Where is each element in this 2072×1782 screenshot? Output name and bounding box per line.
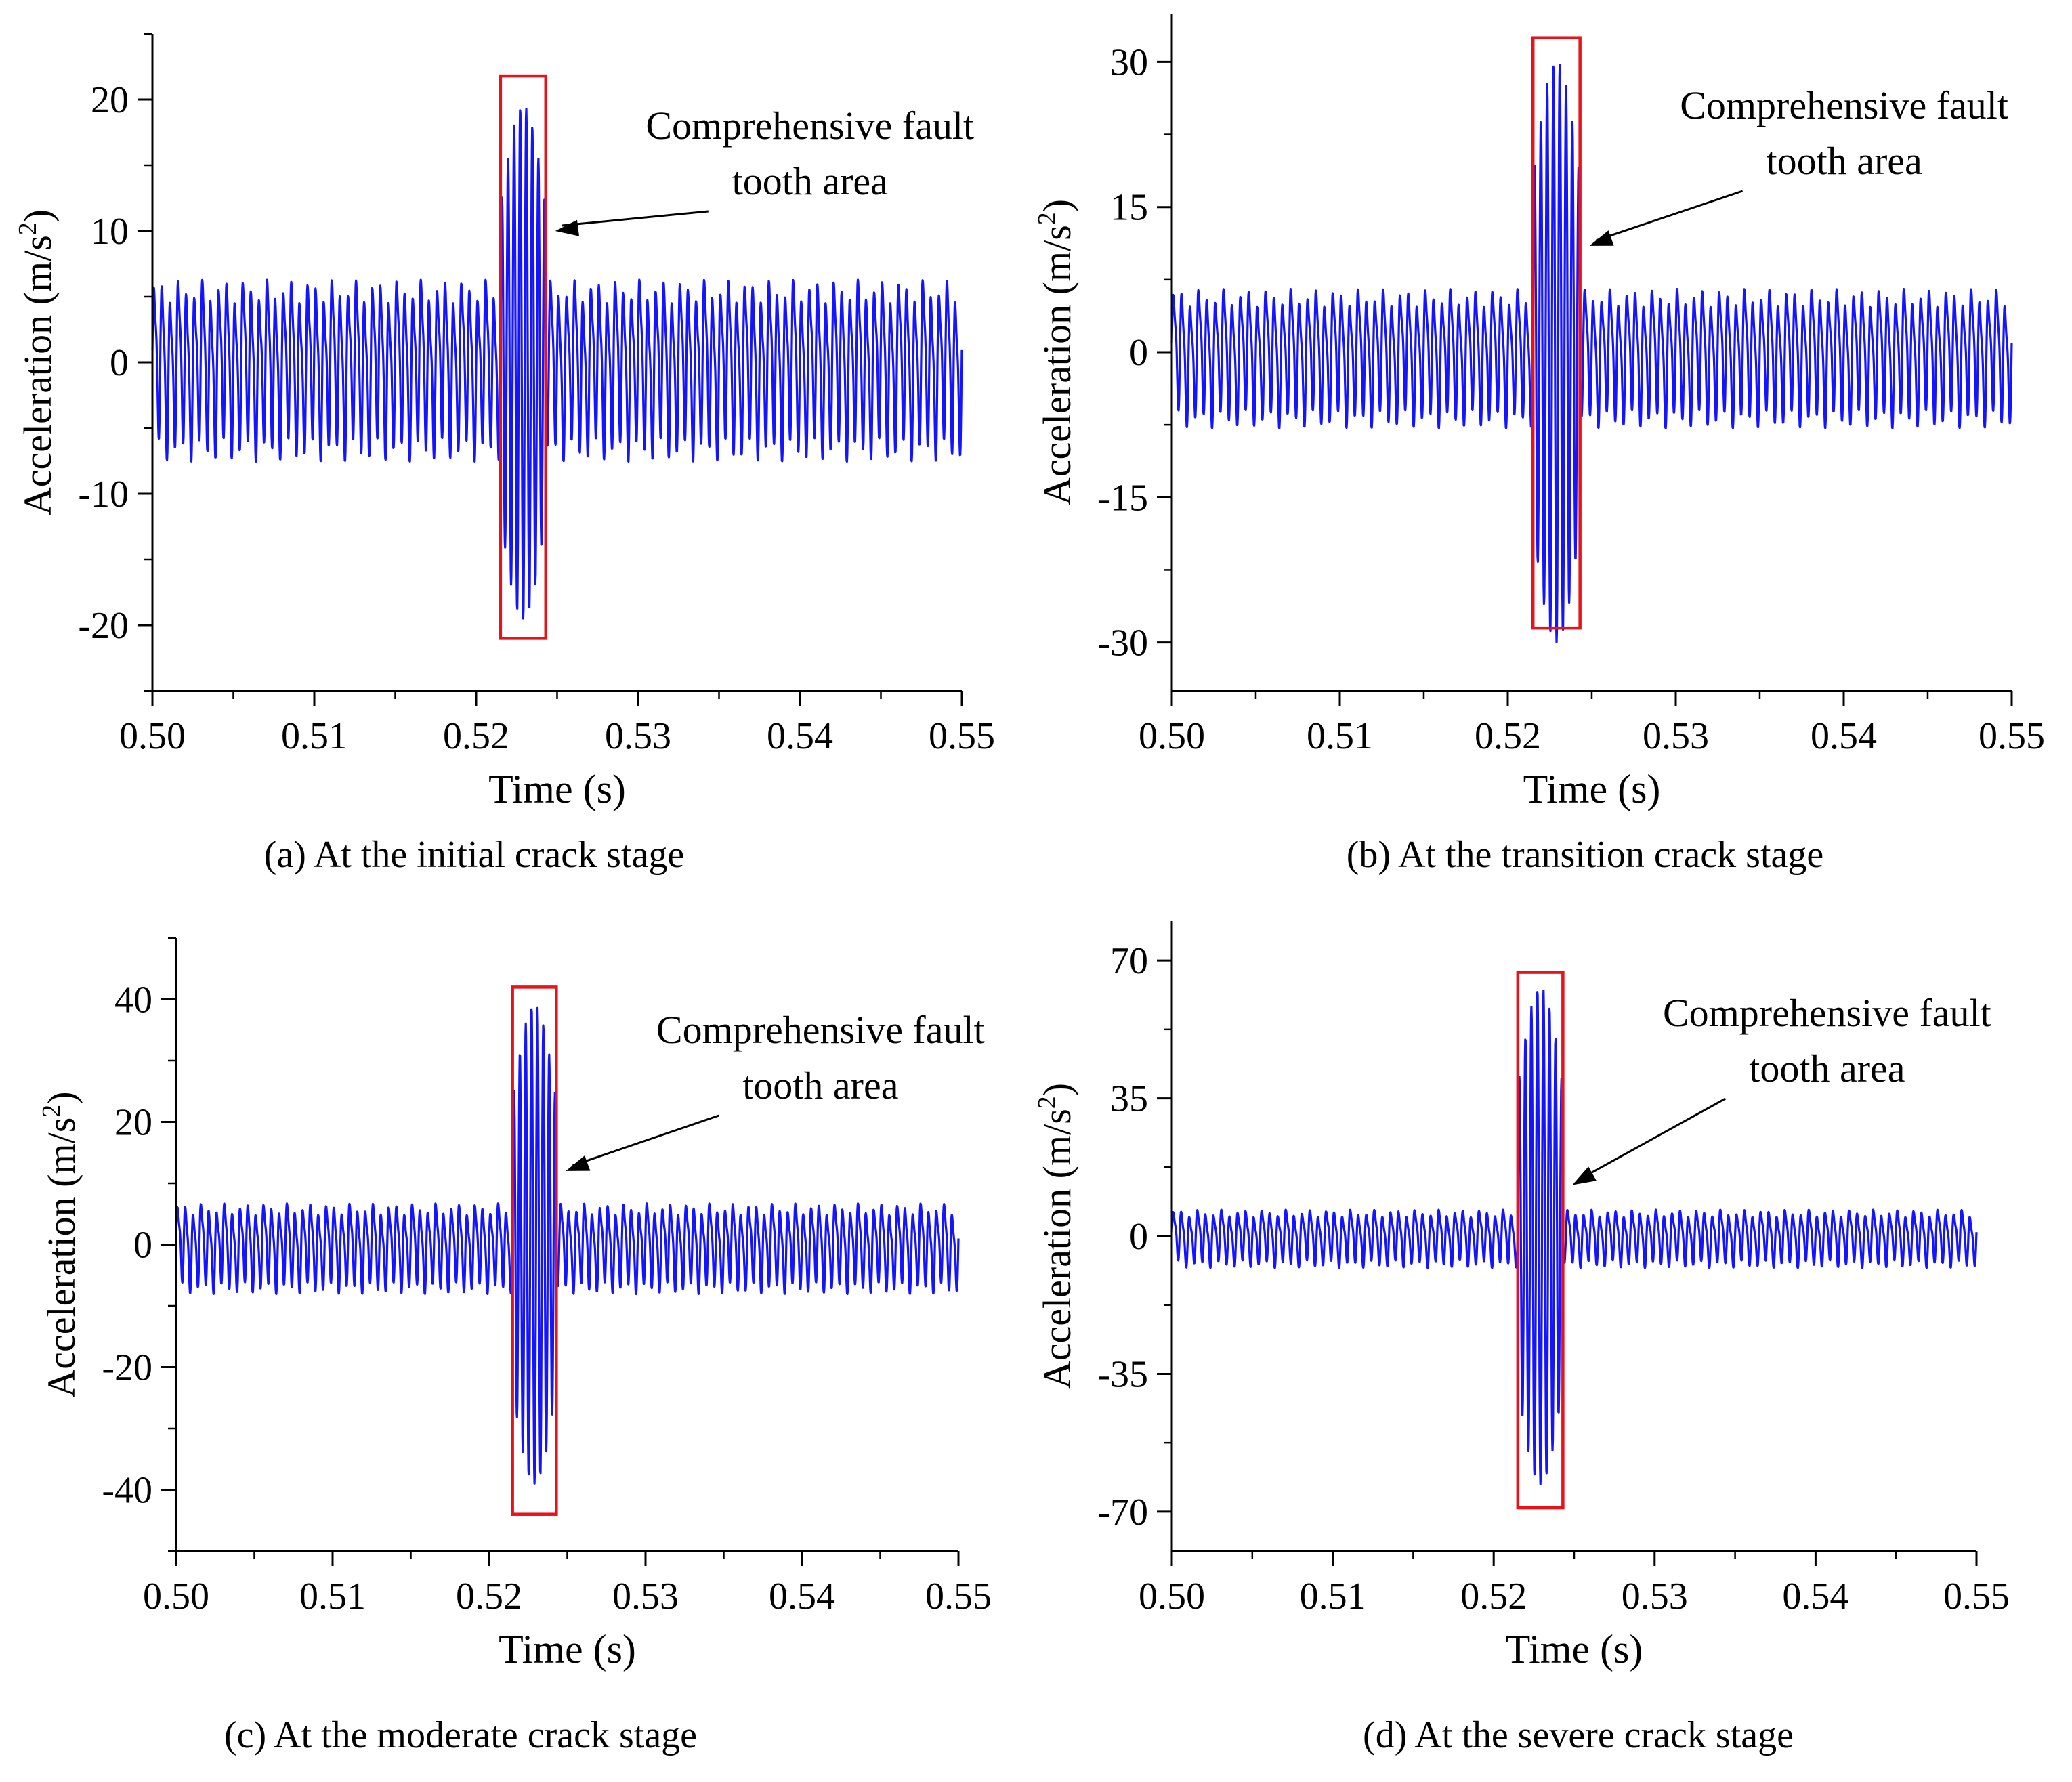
y-axis-label: Acceleration (m/s2) [1033,1083,1079,1389]
y-tick-label: -70 [1097,1491,1148,1533]
caption-c: (c) At the moderate crack stage [224,1714,698,1756]
annotation-arrow-line [562,210,709,227]
x-axis-label: Time (s) [1523,767,1661,811]
x-tick-label: 0.54 [767,715,833,757]
x-tick-label: 0.51 [1300,1575,1366,1617]
annotation-line-1: Comprehensive fault [1663,991,1991,1035]
x-tick-label: 0.53 [605,715,671,757]
x-axis-label: Time (s) [1506,1627,1643,1672]
x-tick-label: 0.50 [1139,715,1205,757]
x-tick-label: 0.51 [281,715,347,757]
y-tick-label: -30 [1097,622,1148,664]
chart-b: 0.50 0.51 0.52 0.53 0.54 0.55 -30 -15 0 15 30 Time … [1033,14,2045,811]
signal-line [151,108,963,620]
x-tick-label: 0.55 [925,1575,992,1617]
chart-a: 0.50 0.51 0.52 0.53 0.54 0.55 -20 -10 0 10 20 Time … [14,33,995,811]
y-tick-label: 0 [133,1225,152,1267]
chart-d: 0.50 0.51 0.52 0.53 0.54 0.55 -70 -35 0 35 70 Time … [1033,921,2010,1672]
fault-box [499,74,548,640]
y-tick-label: 15 [1110,187,1148,229]
fault-box [1516,971,1565,1510]
annotation-arrow-line [1578,1097,1727,1181]
signal-line [175,1006,960,1485]
signal-line [1170,990,1978,1485]
x-tick-label: 0.54 [1782,1575,1848,1617]
x-axis-label: Time (s) [488,767,626,811]
y-tick-label: 20 [91,79,129,121]
x-tick-label: 0.52 [1475,715,1541,757]
x-tick-label: 0.52 [443,715,509,757]
caption-b: (b) At the transition crack stage [1346,834,1824,876]
x-tick-label: 0.50 [1139,1575,1205,1617]
annotation-arrow-head [566,1155,591,1171]
y-tick-label: 0 [1129,332,1148,374]
caption-d: (d) At the severe crack stage [1363,1714,1794,1756]
y-axis-label: Acceleration (m/s2) [14,209,60,515]
y-tick-label: 70 [1110,940,1148,982]
y-tick-label: -20 [102,1347,152,1389]
annotation-line-2: tooth area [732,159,888,203]
x-tick-label: 0.52 [456,1575,522,1617]
x-tick-label: 0.55 [1943,1575,2010,1617]
x-tick-label: 0.55 [1979,715,2045,757]
x-tick-label: 0.54 [769,1575,835,1617]
y-tick-label: -10 [78,473,129,515]
x-axis-label: Time (s) [499,1627,636,1672]
y-tick-label: 30 [1110,41,1148,83]
annotation-arrow-head [1572,1166,1597,1185]
x-tick-label: 0.55 [929,715,995,757]
y-axis-label: Acceleration (m/s2) [1033,199,1079,505]
y-tick-label: 20 [114,1102,152,1144]
y-tick-label: -35 [1097,1353,1148,1395]
x-tick-label: 0.51 [1307,715,1373,757]
x-tick-label: 0.53 [1622,1575,1688,1617]
x-tick-label: 0.53 [1643,715,1709,757]
signal-line [1170,64,2013,643]
y-tick-label: -40 [102,1470,152,1512]
chart-panel-b: 0.50 0.51 0.52 0.53 0.54 0.55 -30 -15 0 15 30 Time … [1016,14,2072,811]
annotation-arrow-line [1596,190,1743,242]
annotation-line-2: tooth area [1749,1046,1905,1090]
x-tick-label: 0.52 [1460,1575,1527,1617]
y-tick-label: 40 [114,979,152,1021]
chart-panel-d: 0.50 0.51 0.52 0.53 0.54 0.55 -70 -35 0 35 70 Time … [1016,901,2072,1673]
y-tick-label: -20 [78,605,129,647]
y-tick-label: 0 [110,342,129,384]
annotation-line-1: Comprehensive fault [646,104,974,148]
annotation-line-2: tooth area [742,1063,898,1107]
y-tick-label: -15 [1097,477,1148,519]
chart-c: 0.50 0.51 0.52 0.53 0.54 0.55 -40 -20 0 20 40 Time … [37,937,992,1672]
caption-a: (a) At the initial crack stage [263,834,685,876]
chart-panel-c: 0.50 0.51 0.52 0.53 0.54 0.55 -40 -20 0 20 40 Time … [0,901,1016,1673]
annotation-arrow-head [555,219,580,236]
annotation-arrow-line [572,1114,719,1167]
annotation-arrow-head [1589,230,1614,246]
y-axis-label: Acceleration (m/s2) [37,1091,83,1397]
annotation-line-1: Comprehensive fault [656,1008,985,1052]
y-tick-label: 0 [1129,1216,1148,1258]
fault-box [1531,36,1582,630]
annotation-line-2: tooth area [1766,139,1922,183]
x-tick-label: 0.54 [1811,715,1877,757]
x-tick-label: 0.51 [299,1575,366,1617]
y-tick-label: 35 [1110,1078,1148,1120]
y-tick-label: 10 [91,211,129,253]
x-tick-label: 0.50 [119,715,186,757]
x-tick-label: 0.53 [612,1575,679,1617]
x-tick-label: 0.50 [143,1575,209,1617]
annotation-line-1: Comprehensive fault [1680,83,2008,127]
fault-box [511,985,558,1516]
chart-panel-a: 0.50 0.51 0.52 0.53 0.54 0.55 -20 -10 0 10 20 Time … [0,14,1016,811]
